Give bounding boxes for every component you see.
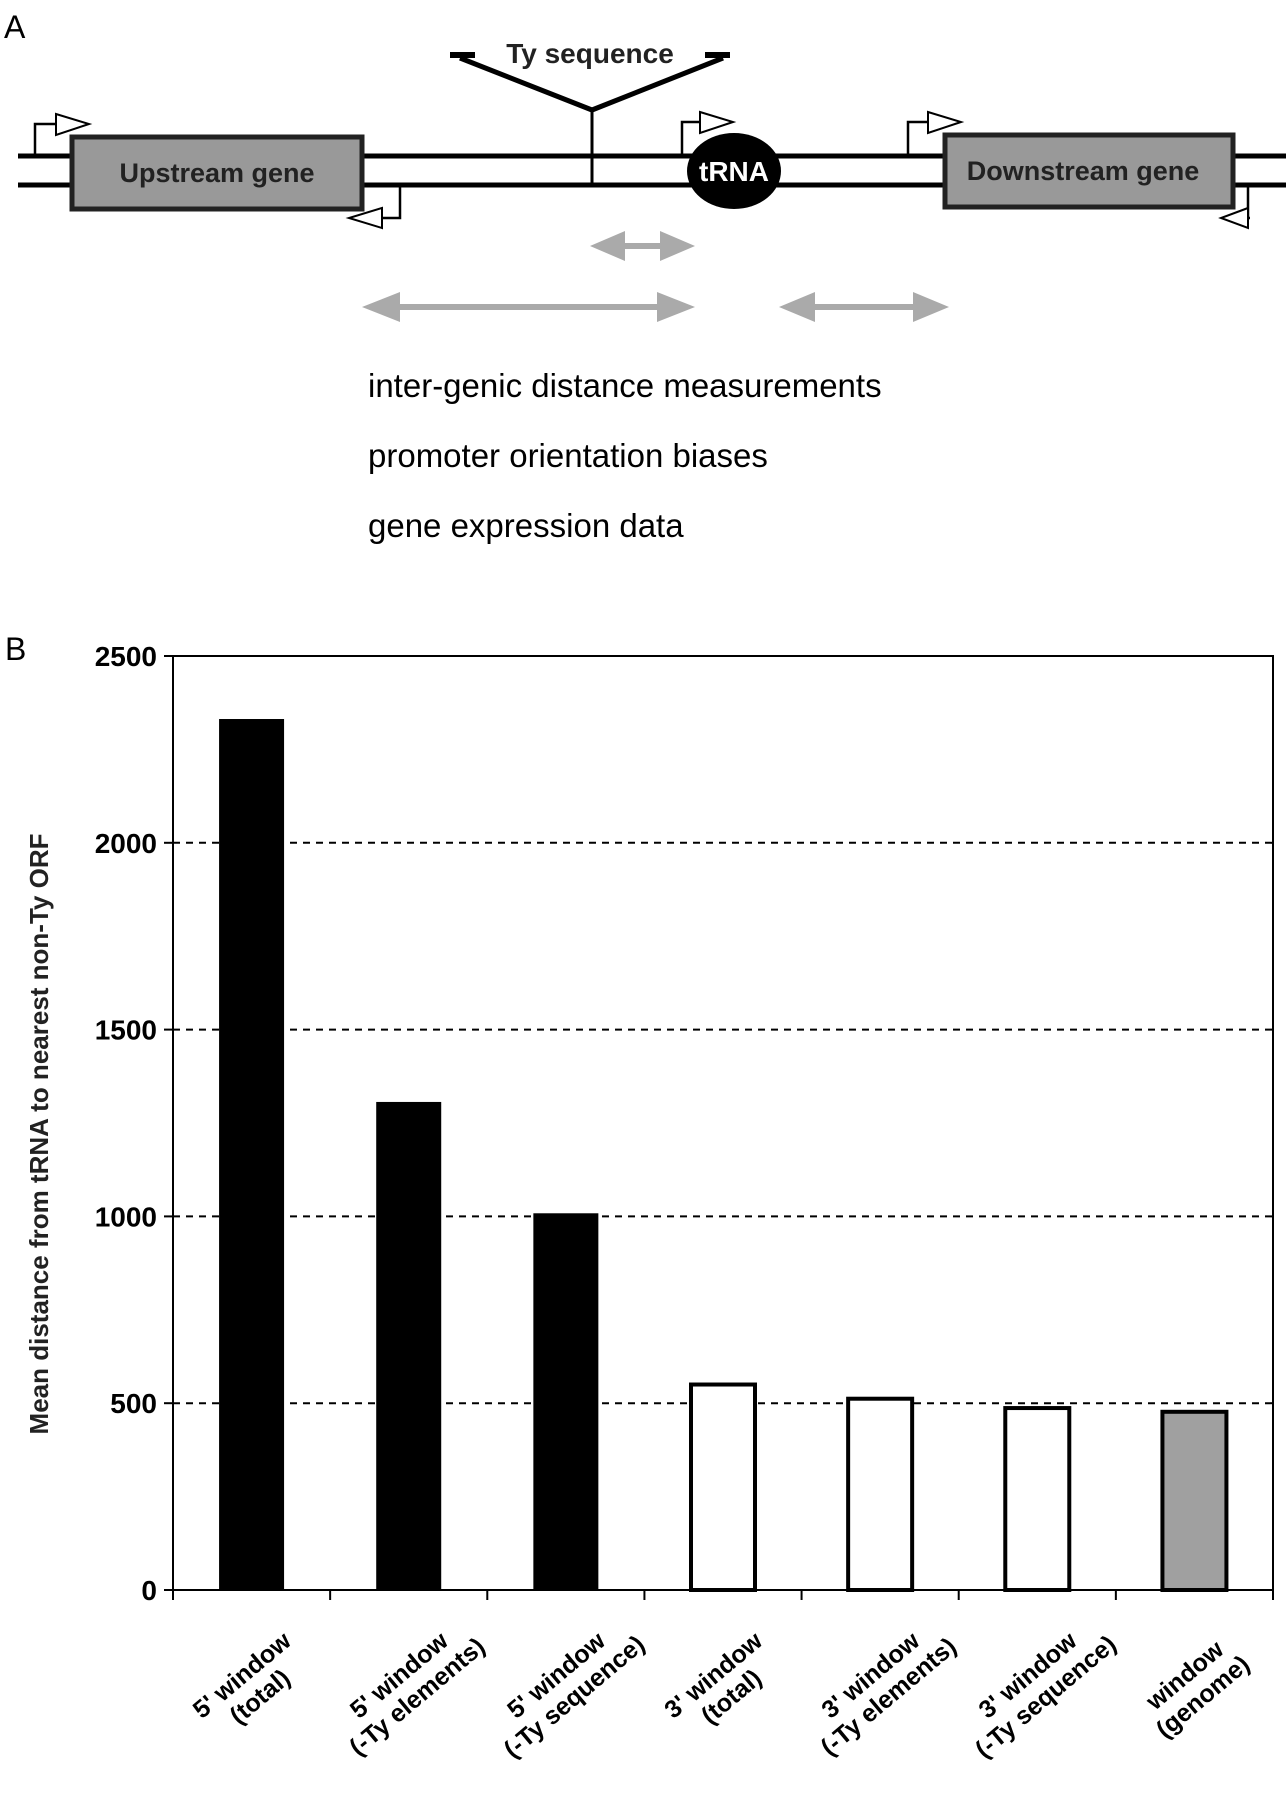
panel-a-diagram: A Ty sequence Upstream gene Downstream g…	[4, 9, 1286, 544]
gridlines	[173, 841, 1273, 1405]
bar	[376, 1101, 442, 1591]
trna-label: tRNA	[699, 156, 769, 187]
bar	[1003, 1406, 1072, 1592]
x-axis: 5' window(total) 5' window(-Ty elements) 5…	[172, 1590, 1274, 1764]
bar	[219, 719, 285, 1591]
promoter-arrow-icon	[33, 112, 93, 156]
analysis-item: gene expression data	[368, 507, 684, 544]
trna-ellipse: tRNA	[687, 133, 781, 209]
panel-a-label: A	[4, 9, 26, 45]
downstream-gene-box: Downstream gene	[942, 132, 1236, 210]
bars	[219, 719, 1229, 1593]
promoter-arrow-icon	[1218, 185, 1250, 230]
panel-b-chart: B Mean distance from tRNA to nearest non…	[5, 631, 1274, 1764]
bar	[1160, 1409, 1229, 1593]
y-axis: 0 500 1000 1500 2000 2500	[95, 641, 173, 1606]
analysis-item: inter-genic distance measurements	[368, 367, 882, 404]
promoter-arrow-icon	[680, 110, 737, 156]
bar	[846, 1396, 915, 1592]
bar	[689, 1382, 757, 1593]
downstream-gene-label: Downstream gene	[967, 156, 1200, 186]
analysis-item: promoter orientation biases	[368, 437, 768, 474]
y-axis-label: Mean distance from tRNA to nearest non-T…	[24, 834, 54, 1435]
promoter-arrow-icon	[906, 110, 965, 156]
x-tick-label: 5' window(-Ty elements)	[344, 1626, 490, 1761]
plot-frame	[172, 655, 1274, 1591]
x-tick-label: 3' window(total)	[659, 1626, 768, 1730]
y-tick-label: 2500	[95, 641, 157, 672]
y-tick-label: 1500	[95, 1015, 157, 1046]
double-arrow-icon	[779, 292, 949, 322]
promoter-arrow-icon	[345, 185, 402, 230]
double-arrow-icon	[362, 292, 695, 322]
upstream-gene-box: Upstream gene	[69, 134, 365, 212]
y-tick-label: 2000	[95, 828, 157, 859]
x-tick-label: window(genome)	[1140, 1635, 1255, 1744]
ty-sequence-label: Ty sequence	[506, 38, 674, 69]
double-arrow-icon	[590, 231, 695, 261]
y-tick-label: 1000	[95, 1201, 157, 1232]
y-tick-label: 0	[141, 1575, 157, 1606]
y-tick-label: 500	[110, 1388, 157, 1419]
panel-b-label: B	[5, 631, 26, 667]
ty-insertion-marker: Ty sequence	[450, 38, 730, 184]
x-tick-label: 5' window(-Ty sequence)	[499, 1626, 651, 1763]
x-tick-label: 3' window(-Ty elements)	[815, 1626, 961, 1761]
x-tick-label: 3' window(-Ty sequence)	[970, 1626, 1122, 1763]
upstream-gene-label: Upstream gene	[119, 158, 314, 188]
bar	[533, 1213, 599, 1591]
x-tick-label: 5' window(total)	[188, 1626, 297, 1730]
